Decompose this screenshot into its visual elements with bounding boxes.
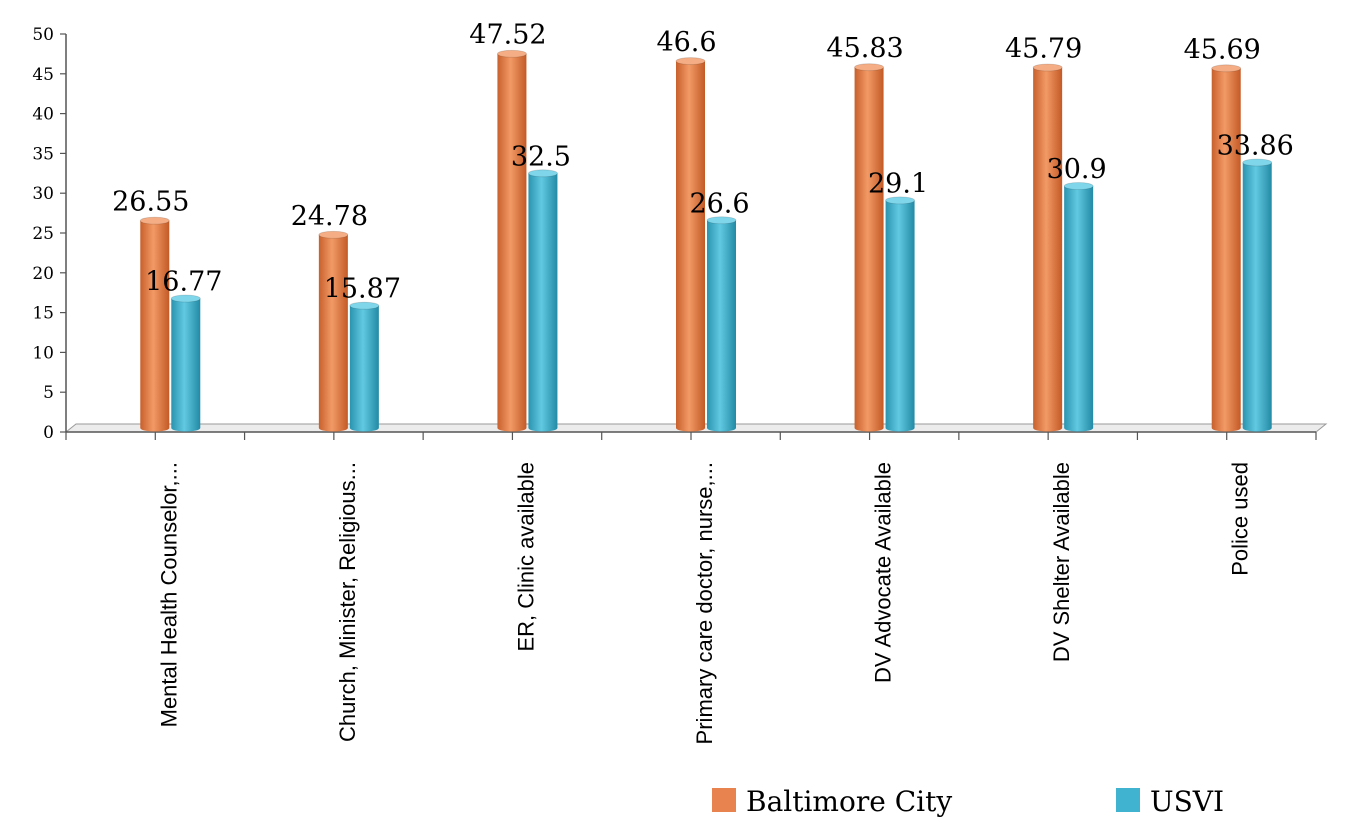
y-tick-label: 20 <box>32 264 54 284</box>
usvi-bar <box>706 216 737 432</box>
usvi-bar <box>885 196 915 432</box>
legend-usvi: USVI <box>1116 785 1224 818</box>
y-tick-label: 30 <box>32 184 54 204</box>
category-label: Mental Health Counselor,... <box>156 462 181 727</box>
usvi-data-label: 29.1 <box>868 168 928 199</box>
category-label: Police used <box>1228 462 1253 576</box>
baltimore-city-bar <box>1211 64 1242 432</box>
usvi-bar <box>349 301 380 432</box>
baltimore-city-data-label: 46.6 <box>656 27 716 58</box>
usvi-bar <box>528 169 558 432</box>
y-tick-label: 10 <box>32 343 54 363</box>
y-tick-label: 25 <box>32 224 54 244</box>
baltimore-city-data-label: 45.79 <box>1005 34 1082 65</box>
baltimore-city-data-label: 24.78 <box>291 201 368 232</box>
usvi-data-label: 26.6 <box>689 188 749 219</box>
baltimore-city-bar <box>139 216 170 432</box>
usvi-data-label: 30.9 <box>1047 154 1107 185</box>
usvi-data-label: 16.77 <box>145 267 222 298</box>
baltimore-city-data-label: 47.52 <box>469 20 546 51</box>
category-label: DV Advocate Available <box>871 462 896 683</box>
y-tick-label: 5 <box>43 383 54 403</box>
baltimore-city-data-label: 26.55 <box>112 187 189 218</box>
y-tick-label: 0 <box>43 423 54 443</box>
category-label: Church, Minister, Religious... <box>335 462 360 742</box>
legend-baltimore-city: Baltimore City <box>712 785 952 818</box>
legend-swatch <box>1116 788 1140 812</box>
legend-label: USVI <box>1150 785 1224 818</box>
y-tick-label: 35 <box>32 144 54 164</box>
y-tick-label: 40 <box>32 105 54 125</box>
category-label: DV Shelter Available <box>1049 462 1074 662</box>
category-label: ER, Clinic available <box>513 462 538 652</box>
y-tick-label: 50 <box>32 25 54 45</box>
baltimore-city-bar <box>854 63 884 432</box>
usvi-bar <box>1242 158 1273 432</box>
baltimore-city-data-label: 45.69 <box>1184 34 1261 65</box>
usvi-bar <box>170 294 201 432</box>
y-tick-label: 45 <box>32 65 54 85</box>
baltimore-city-bar <box>1032 63 1063 432</box>
usvi-data-label: 32.5 <box>511 141 571 172</box>
baltimore-city-bar <box>318 230 349 432</box>
usvi-data-label: 33.86 <box>1217 130 1294 161</box>
baltimore-city-bar <box>497 49 527 432</box>
legend-label: Baltimore City <box>746 785 952 818</box>
baltimore-city-data-label: 45.83 <box>826 33 903 64</box>
usvi-data-label: 15.87 <box>324 274 401 305</box>
legend-swatch <box>712 788 736 812</box>
baltimore-city-bar <box>675 57 706 432</box>
category-label: Primary care doctor, nurse,... <box>692 462 717 744</box>
y-tick-label: 15 <box>32 304 54 324</box>
usvi-bar <box>1063 182 1094 432</box>
